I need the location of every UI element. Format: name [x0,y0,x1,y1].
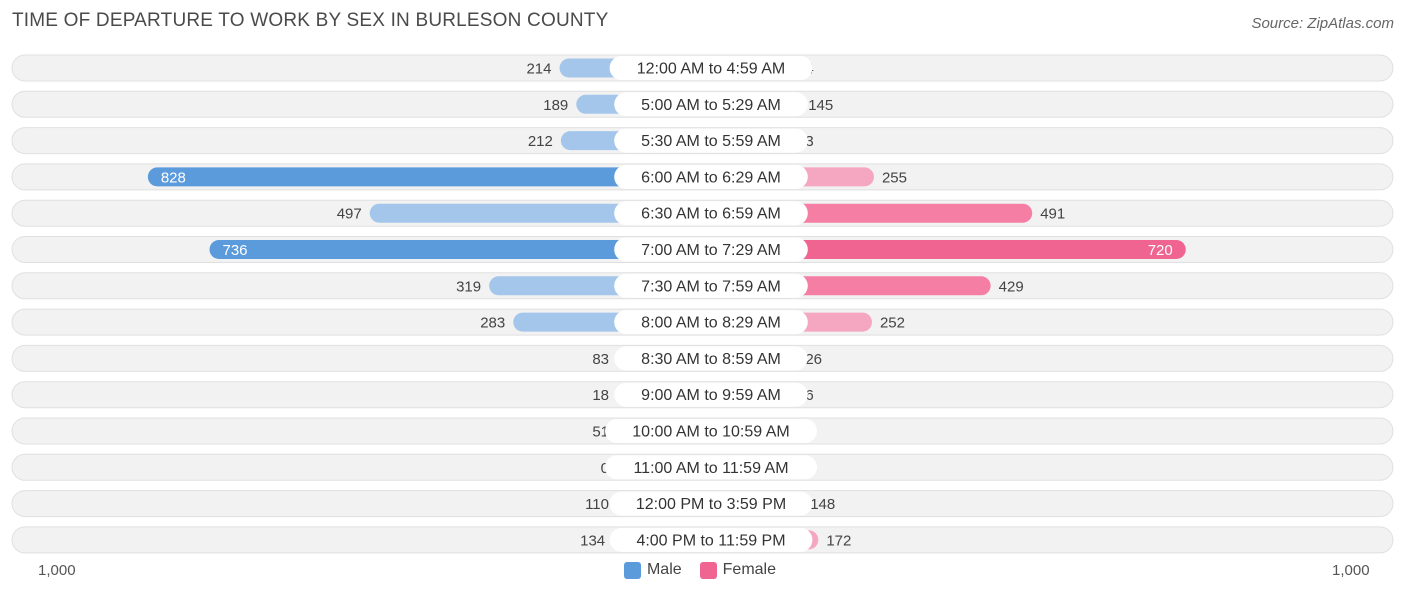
male-value-label: 18 [592,387,609,404]
category-pill [614,164,808,189]
category-label: 5:00 AM to 5:29 AM [641,97,781,114]
category-pill [605,419,817,443]
category-label: 7:30 AM to 7:59 AM [641,278,781,295]
male-value-label: 134 [580,532,605,549]
category-pill [614,92,808,117]
legend-swatch-female [699,561,717,579]
category-label: 11:00 AM to 11:59 AM [633,460,788,477]
category-pill [614,237,808,262]
category-label: 7:00 AM to 7:29 AM [641,242,781,259]
male-value-label: 319 [456,278,481,295]
category-label: 6:00 AM to 6:29 AM [641,169,781,186]
category-pill [609,527,813,552]
legend: Male Female [0,561,1400,579]
male-bar [147,167,704,187]
female-value-label: 172 [826,532,851,549]
male-value-label: 736 [223,242,248,259]
male-value-label: 214 [526,61,551,78]
female-value-label: 720 [1148,242,1173,259]
legend-label-male: Male [646,561,682,578]
category-pill [614,346,808,371]
male-value-label: 0 [601,460,609,477]
axis-left-label: 1,000 [38,562,76,579]
female-value-label: 491 [1040,206,1065,223]
category-pill [609,491,813,516]
category-pill [609,56,813,80]
male-value-label: 212 [528,133,553,150]
category-label: 8:30 AM to 8:59 AM [641,351,781,368]
category-label: 8:00 AM to 8:29 AM [641,315,781,332]
category-pill [614,382,808,407]
category-pill [614,201,808,226]
female-value-label: 252 [880,315,905,332]
male-value-label: 83 [592,351,609,368]
legend-swatch-male [623,561,641,579]
category-label: 9:00 AM to 9:59 AM [641,387,781,404]
category-pill [614,273,808,298]
category-pill [614,128,808,153]
female-bar [703,240,1186,259]
axis-right-label: 1,000 [1332,562,1370,579]
category-label: 12:00 AM to 4:59 AM [637,61,786,78]
female-value-label: 148 [810,496,835,513]
female-value-label: 145 [808,97,833,114]
male-value-label: 189 [543,97,568,114]
male-value-label: 110 [585,496,609,513]
male-value-label: 283 [480,315,505,332]
category-label: 10:00 AM to 10:59 AM [632,424,789,441]
category-label: 4:00 PM to 11:59 PM [636,532,785,549]
legend-label-female: Female [722,561,777,578]
category-pill [605,455,817,480]
legend-item-female: Female [699,561,777,579]
female-value-label: 255 [882,169,907,186]
category-label: 6:30 AM to 6:59 AM [641,206,781,223]
male-value-label: 828 [161,169,186,186]
male-bar [209,240,703,259]
legend-item-male: Male [623,561,682,579]
category-pill [614,310,808,335]
chart-title: TIME OF DEPARTURE TO WORK BY SEX IN BURL… [12,10,609,31]
male-value-label: 51 [592,424,609,441]
female-value-label: 429 [999,278,1024,295]
male-value-label: 497 [337,206,362,223]
category-label: 12:00 PM to 3:59 PM [636,496,786,513]
category-label: 5:30 AM to 5:59 AM [641,133,781,150]
source-note: Source: ZipAtlas.com [1251,15,1394,32]
